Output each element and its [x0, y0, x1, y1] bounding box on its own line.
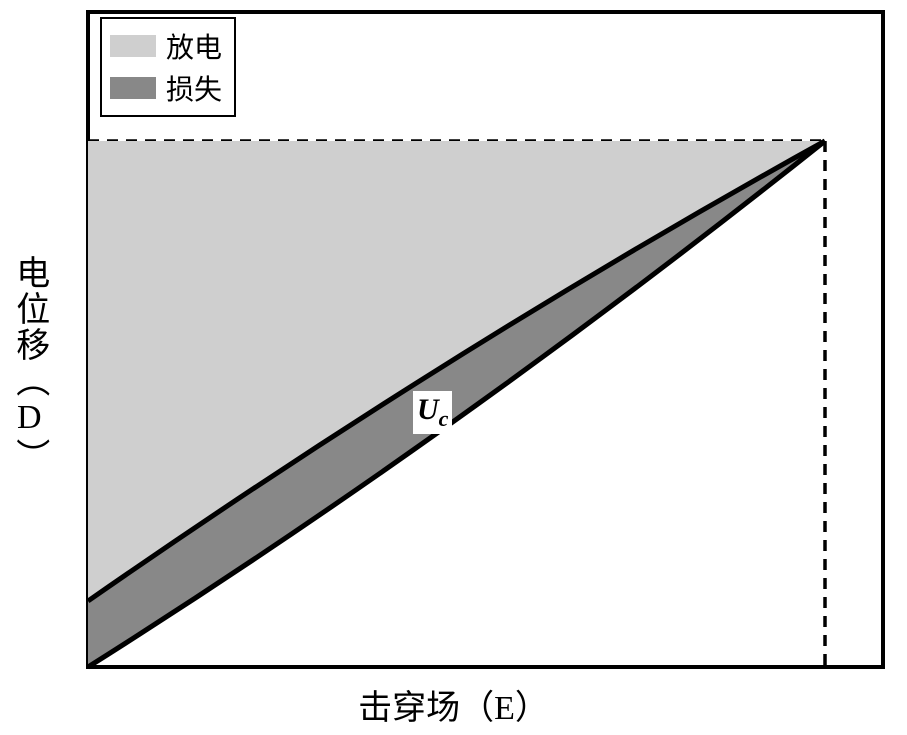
legend-item-loss: 损失	[110, 68, 222, 108]
legend: 放电 损失	[100, 17, 236, 117]
uc-main: U	[417, 393, 439, 426]
legend-item-discharge: 放电	[110, 26, 222, 66]
uc-label: Uc	[413, 391, 452, 434]
legend-swatch-discharge	[110, 35, 156, 57]
chart-container: 放电 损失 Uc 电位移（D） 击穿场（E）	[0, 0, 907, 735]
legend-swatch-loss	[110, 77, 156, 99]
legend-label-loss: 损失	[166, 68, 222, 108]
x-axis-label: 击穿场（E）	[0, 680, 907, 729]
y-axis-label: 电位移（D）	[8, 255, 49, 474]
legend-label-discharge: 放电	[166, 26, 222, 66]
uc-sub: c	[439, 406, 449, 431]
